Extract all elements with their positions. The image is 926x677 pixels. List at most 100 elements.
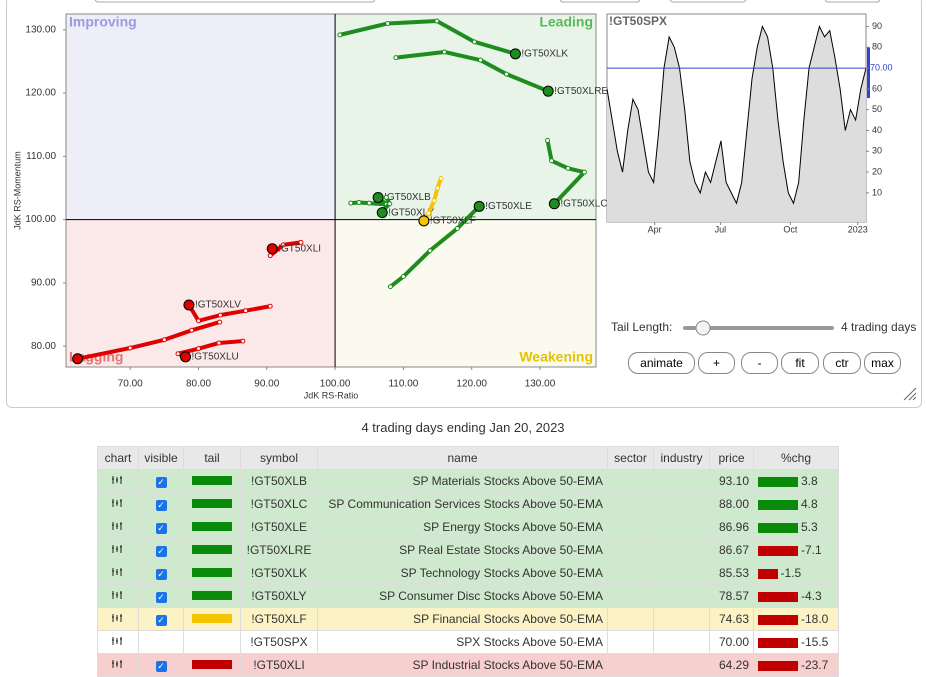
- tail-cell: [183, 492, 241, 516]
- quadrant-label: Improving: [69, 14, 137, 30]
- name-cell: SP Consumer Disc Stocks Above 50-EMA: [317, 584, 608, 608]
- price-cell: 88.00: [709, 492, 754, 516]
- head[interactable]: [542, 85, 554, 97]
- checkbox[interactable]: ✓: [155, 569, 167, 580]
- mini-x-tick-label: Apr: [648, 224, 662, 234]
- mini-y-tick-label: 30: [872, 146, 882, 156]
- tail-swatch: [192, 568, 232, 577]
- name-cell: SPX Stocks Above 50-EMA: [317, 630, 608, 654]
- chg-label: 4.8: [801, 497, 818, 511]
- visible-cell: ✓: [138, 607, 184, 631]
- column-header[interactable]: sector: [607, 446, 654, 470]
- tail-point: [243, 308, 249, 314]
- column-header[interactable]: %chg: [753, 446, 839, 470]
- symbol-cell: !GT50XLI: [240, 653, 318, 677]
- head[interactable]: [509, 48, 521, 60]
- industry-cell: [653, 630, 710, 654]
- column-header[interactable]: price: [709, 446, 754, 470]
- checkbox[interactable]: ✓: [155, 592, 167, 603]
- tail-length-label: Tail Length:: [611, 320, 672, 334]
- chart-icon[interactable]: [111, 659, 125, 669]
- column-header[interactable]: visible: [138, 446, 184, 470]
- chart-icon[interactable]: [111, 544, 125, 554]
- quadrant-label: Leading: [539, 14, 593, 30]
- checkbox[interactable]: ✓: [155, 546, 167, 557]
- price-cell: 86.96: [709, 515, 754, 539]
- head-label: !GT50XLI: [278, 243, 321, 254]
- mini-line: [606, 25, 867, 205]
- head[interactable]: [372, 191, 384, 203]
- visible-cell: [138, 630, 184, 654]
- mini-title: !GT50SPX: [609, 14, 667, 28]
- head[interactable]: [376, 207, 388, 219]
- chart-icon: [97, 538, 139, 562]
- tail-cell: [183, 469, 241, 493]
- tail-point: [387, 284, 393, 290]
- column-header[interactable]: industry: [653, 446, 710, 470]
- symbol-cell: !GT50XLRE: [240, 538, 318, 562]
- chg-bar: [758, 522, 798, 533]
- tail-point: [217, 312, 223, 318]
- chg-bar: [758, 614, 798, 625]
- head[interactable]: [548, 198, 560, 210]
- chg-label: -18.0: [801, 612, 829, 626]
- head[interactable]: [473, 200, 485, 212]
- chart-icon: [97, 561, 139, 585]
- chart-icon[interactable]: [111, 521, 125, 531]
- chart-icon[interactable]: [111, 636, 125, 646]
- checkbox[interactable]: ✓: [155, 500, 167, 511]
- chg-bar: [758, 637, 798, 648]
- tail-point: [217, 319, 223, 325]
- checkbox[interactable]: ✓: [155, 615, 167, 626]
- head[interactable]: [72, 353, 84, 365]
- head[interactable]: [183, 299, 195, 311]
- column-header[interactable]: name: [317, 446, 608, 470]
- tail-point: [348, 200, 354, 206]
- head[interactable]: [180, 351, 192, 363]
- chart-icon[interactable]: [111, 498, 125, 508]
- tail-swatch: [192, 545, 232, 554]
- mini-y-tick-label: 10: [872, 187, 882, 197]
- chg-label: -4.3: [801, 589, 822, 603]
- sector-cell: [607, 492, 654, 516]
- chart-icon: [97, 607, 139, 631]
- visible-cell: ✓: [138, 492, 184, 516]
- button[interactable]: animate: [628, 352, 695, 374]
- column-header[interactable]: tail: [183, 446, 241, 470]
- head[interactable]: [418, 215, 430, 227]
- chart-icon[interactable]: [111, 613, 125, 623]
- chart-icon: [97, 515, 139, 539]
- chart-icon[interactable]: [111, 475, 125, 485]
- button[interactable]: fit: [781, 352, 819, 374]
- x-tick-label: 120.00: [456, 379, 487, 390]
- price-cell: 85.53: [709, 561, 754, 585]
- column-header[interactable]: chart: [97, 446, 139, 470]
- checkbox[interactable]: ✓: [155, 661, 167, 672]
- button[interactable]: ctr: [823, 352, 861, 374]
- chart-icon[interactable]: [111, 590, 125, 600]
- chg-label: 3.8: [801, 474, 818, 488]
- checkbox[interactable]: ✓: [155, 477, 167, 488]
- checkbox[interactable]: ✓: [155, 523, 167, 534]
- button[interactable]: max: [864, 352, 901, 374]
- chart-icon[interactable]: [111, 567, 125, 577]
- table-row: !GT50SPX SPX Stocks Above 50-EMA 70.00 -15.…: [97, 630, 839, 654]
- tail-point: [189, 327, 195, 333]
- chg-cell: -1.5: [753, 561, 839, 585]
- button[interactable]: +: [698, 352, 735, 374]
- button[interactable]: -: [741, 352, 778, 374]
- mini-y-tick-label: 60: [872, 83, 882, 93]
- column-header[interactable]: symbol: [240, 446, 318, 470]
- y-axis-label: JdK RS-Momentum: [12, 151, 22, 230]
- head-label: !GT50XLE: [485, 201, 532, 212]
- quadrant-improving: [66, 14, 336, 220]
- quadrant-label: Weakening: [519, 349, 593, 365]
- x-tick-label: 130.00: [525, 379, 556, 390]
- head-label: !GT50XLU: [192, 352, 239, 363]
- mini-y-tick-label: 90: [872, 21, 882, 31]
- slider-thumb[interactable]: [695, 320, 711, 336]
- head[interactable]: [266, 243, 278, 255]
- chg-cell: -18.0: [753, 607, 839, 631]
- tail-point: [175, 351, 181, 357]
